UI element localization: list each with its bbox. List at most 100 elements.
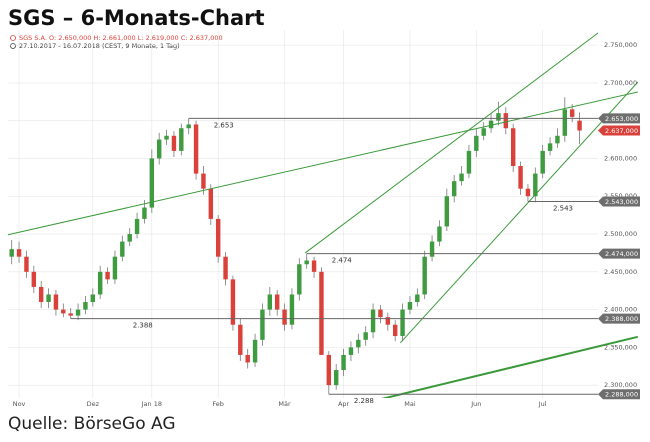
level-label: 2.653 <box>214 121 234 129</box>
candle-body <box>164 135 169 140</box>
candle-body <box>68 313 73 316</box>
y-tick-label: 2.400,000 <box>604 306 637 314</box>
candle-body <box>245 354 250 363</box>
candle-body <box>297 264 302 295</box>
level-tag: 2.388,000 <box>605 315 638 323</box>
candle-body <box>363 332 368 340</box>
y-tick-label: 2.450,000 <box>604 268 637 276</box>
period-info: 27.10.2017 - 16.07.2018 (CEST, 9 Monate,… <box>19 42 180 50</box>
candle-body <box>415 294 420 303</box>
price-tag <box>598 248 640 259</box>
candle-body <box>385 317 391 325</box>
y-tick-label: 2.750,000 <box>604 41 637 49</box>
candle-body <box>31 271 37 287</box>
candle-body <box>422 256 427 295</box>
level-tag: 2.288,000 <box>605 391 638 399</box>
candle-body <box>577 120 582 131</box>
candle-body <box>319 271 324 355</box>
candle-body <box>97 271 103 295</box>
candle-body <box>274 294 280 310</box>
price-tag <box>598 113 640 124</box>
candle-body <box>569 109 575 117</box>
candle-body <box>186 124 191 129</box>
candle-body <box>53 294 59 310</box>
candle-body <box>230 279 236 325</box>
clock-icon <box>10 43 16 49</box>
candle-body <box>171 135 177 151</box>
candle-body <box>289 294 295 325</box>
ohlc-info: SGS S.A. O: 2.650,000 H: 2.661,000 L: 2.… <box>19 34 223 42</box>
level-tag: 2.474,000 <box>605 250 638 258</box>
candle-body <box>267 294 273 310</box>
candle-body <box>378 309 383 318</box>
trend-line <box>399 81 639 344</box>
candle-body <box>496 113 501 121</box>
y-tick-label: 2.550,000 <box>604 192 637 200</box>
x-tick-label: Mai <box>404 400 416 408</box>
candle-body <box>562 109 568 136</box>
x-tick-label: Jul <box>538 400 547 408</box>
trend-line <box>7 91 638 236</box>
candle-body <box>223 256 228 280</box>
candle-body <box>252 339 258 363</box>
candle-body <box>474 135 479 151</box>
candle-body <box>16 249 22 257</box>
candle-body <box>341 354 346 371</box>
candle-body <box>304 260 309 265</box>
candle-body <box>510 128 516 167</box>
level-label: 2.388 <box>133 322 153 330</box>
candle-body <box>326 354 332 386</box>
level-label: 2.288 <box>354 397 374 405</box>
x-tick-label: Apr <box>338 400 350 408</box>
y-tick-label: 2.700,000 <box>604 79 637 87</box>
y-tick-label: 2.600,000 <box>604 154 637 162</box>
candle-body <box>134 218 140 235</box>
candle-body <box>156 139 162 159</box>
trend-line <box>381 335 639 398</box>
x-tick-label: Nov <box>13 400 26 408</box>
candle-body <box>400 309 405 337</box>
candle-body <box>370 309 376 333</box>
x-tick-label: Feb <box>212 400 224 408</box>
price-tag <box>598 196 640 207</box>
last-price-tag: 2.637,000 <box>605 127 638 135</box>
candle-body <box>481 128 486 136</box>
source: Quelle: BörseGo AG <box>8 414 176 434</box>
candle-body <box>282 309 287 325</box>
y-tick-label: 2.300,000 <box>604 381 637 389</box>
candle-body <box>547 143 553 151</box>
candle-body <box>201 173 206 189</box>
candle-body <box>46 294 51 303</box>
candle-body <box>488 120 494 129</box>
candle-body <box>260 309 265 340</box>
candle-body <box>208 188 214 219</box>
candle-body <box>193 124 199 174</box>
candle-body <box>466 150 472 174</box>
candle-body <box>392 324 398 337</box>
candle-body <box>179 128 184 151</box>
candle-body <box>215 218 221 257</box>
level-label: 2.474 <box>332 257 353 265</box>
candle-body <box>356 339 361 348</box>
candle-body <box>9 249 14 257</box>
candle-body <box>142 207 147 219</box>
candle-body <box>518 166 523 189</box>
level-label: 2.543 <box>553 205 573 213</box>
candle-body <box>120 241 125 257</box>
candle-body <box>459 173 464 182</box>
icon <box>10 35 16 41</box>
x-tick-label: Dez <box>87 400 100 408</box>
candle-body <box>333 370 339 386</box>
trend-line <box>304 32 599 254</box>
candle-body <box>127 234 132 242</box>
price-tag <box>598 125 640 136</box>
candle-body <box>437 226 442 242</box>
price-tag <box>598 389 640 400</box>
candle-body <box>75 309 81 316</box>
candle-body <box>540 150 545 174</box>
candle-body <box>533 173 538 197</box>
x-tick-label: Jan 18 <box>141 400 162 408</box>
candle-body <box>149 158 155 208</box>
level-tag: 2.543,000 <box>605 198 638 206</box>
